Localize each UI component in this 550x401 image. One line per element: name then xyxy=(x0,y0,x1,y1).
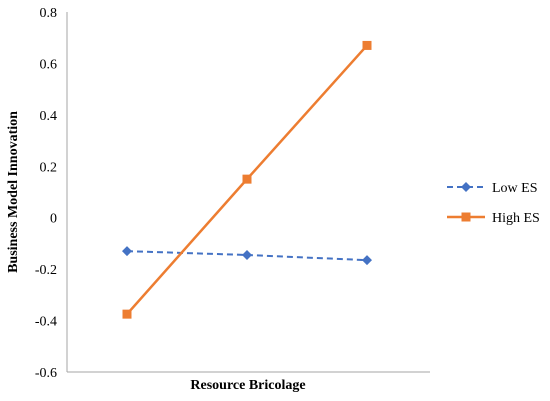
data-point-low-es xyxy=(242,250,252,260)
y-tick-label: -0.6 xyxy=(35,366,57,381)
x-axis-title: Resource Bricolage xyxy=(190,378,305,393)
y-tick-label: 0.6 xyxy=(40,57,58,72)
y-tick-label: 0.4 xyxy=(40,109,58,124)
data-point-high-es xyxy=(362,40,372,50)
y-tick-label: -0.2 xyxy=(35,263,57,278)
series-lines xyxy=(122,40,372,319)
legend-marker xyxy=(461,182,471,192)
y-tick-label: -0.4 xyxy=(35,315,57,330)
legend: Low ES High ES xyxy=(447,181,540,226)
data-point-high-es xyxy=(242,174,252,184)
data-point-low-es xyxy=(362,255,372,266)
legend-marker xyxy=(461,212,471,222)
y-tick-labels: -0.6 -0.4 -0.2 0 0.2 0.4 0.6 0.8 xyxy=(35,6,57,381)
legend-label: High ES xyxy=(492,211,540,226)
y-axis-title: Business Model Innovation xyxy=(6,111,21,273)
y-tick-label: 0.2 xyxy=(40,160,58,175)
data-point-high-es xyxy=(122,309,132,319)
y-tick-label: 0.8 xyxy=(40,6,58,21)
data-point-low-es xyxy=(122,246,132,257)
y-tick-label: 0 xyxy=(50,212,57,227)
legend-label: Low ES xyxy=(492,181,538,196)
